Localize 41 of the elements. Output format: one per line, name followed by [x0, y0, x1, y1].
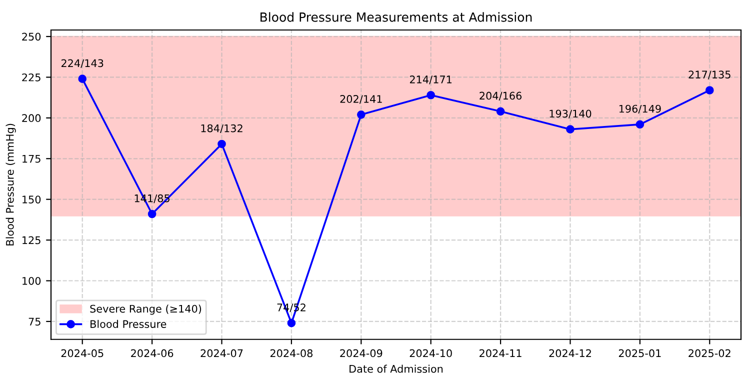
point — [356, 110, 366, 119]
point — [426, 90, 436, 100]
x-tick-label: 2024-10 — [410, 349, 452, 358]
x-tick-label: 2024-05 — [61, 349, 104, 358]
data-label: 217/135 — [688, 70, 730, 80]
point — [78, 74, 87, 84]
point — [566, 125, 574, 134]
x-tick-label: 2024-11 — [480, 349, 522, 358]
chart-title: Blood Pressure Measurements at Admission — [260, 12, 532, 22]
point — [636, 120, 644, 129]
y-tick-label: 200 — [22, 114, 41, 122]
y-tick-label: 175 — [22, 155, 40, 163]
data-label: 214/171 — [410, 76, 452, 84]
point — [218, 140, 226, 148]
data-label: 184/132 — [201, 124, 242, 134]
data-label: 202/141 — [340, 95, 382, 104]
y-tick-label: 100 — [22, 276, 41, 285]
data-label: 193/140 — [550, 110, 592, 118]
x-tick-label: 2024-12 — [549, 349, 591, 358]
y-tick-label: 250 — [22, 32, 41, 41]
x-axis-title: Date of Admission — [350, 364, 443, 373]
y-tick-label: 225 — [22, 73, 40, 82]
y-axis-title: Blood Pressure (mmHg) — [6, 124, 16, 246]
point — [287, 318, 296, 328]
data-label: 224/143 — [61, 59, 104, 68]
point — [148, 210, 156, 218]
data-label: 196/149 — [619, 104, 661, 114]
x-tick-label: 2025-02 — [688, 349, 730, 358]
y-tick-label: 75 — [28, 318, 40, 326]
point — [496, 107, 505, 116]
x-tick-label: 2024-09 — [340, 349, 382, 358]
legend-label: Blood Pressure — [90, 320, 166, 328]
data-label: 204/166 — [480, 92, 522, 100]
x-tick-label: 2025-01 — [618, 349, 661, 358]
x-tick-label: 2024-08 — [270, 349, 313, 358]
point — [705, 86, 714, 94]
y-tick-label: 125 — [22, 236, 40, 244]
y-tick-label: 150 — [22, 196, 41, 204]
legend-label: Severe Range (≥140) — [90, 304, 202, 315]
x-tick-label: 2024-06 — [131, 349, 174, 358]
x-tick-label: 2024-07 — [200, 349, 243, 358]
